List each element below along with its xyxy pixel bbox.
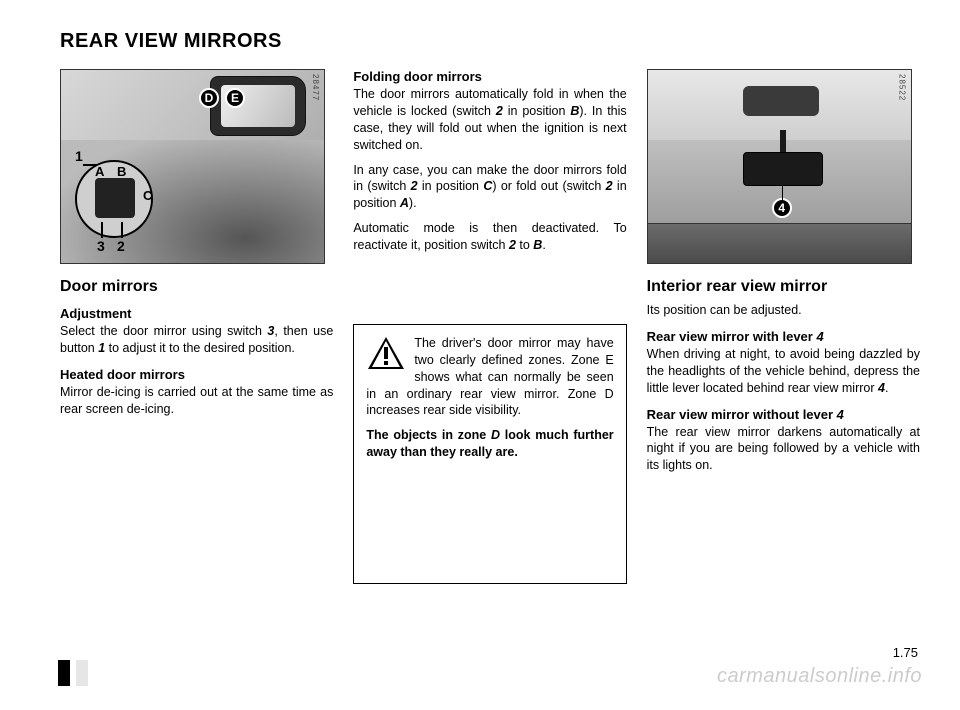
text: ) or fold out (switch bbox=[492, 179, 605, 193]
dashboard-shape bbox=[648, 223, 911, 263]
para-folding-1: The door mirrors automatically fold in w… bbox=[353, 86, 626, 154]
leader-line bbox=[782, 186, 784, 200]
ref-2: 2 bbox=[411, 179, 418, 193]
ref-2: 2 bbox=[496, 104, 503, 118]
leader-line bbox=[121, 222, 123, 238]
leader-line bbox=[101, 222, 103, 238]
callout-A: A bbox=[95, 164, 104, 179]
text: to adjust it to the desired position. bbox=[105, 341, 295, 355]
text: Rear view mirror without lever bbox=[647, 407, 837, 422]
para-folding-2: In any case, you can make the door mirro… bbox=[353, 162, 626, 213]
warning-box: The driver's door mirror may have two cl… bbox=[353, 324, 626, 584]
column-right: 28522 4 Interior rear view mirror Its po… bbox=[647, 69, 920, 584]
footer-mark-dark bbox=[58, 660, 70, 686]
text: in position bbox=[418, 179, 484, 193]
callout-3: 3 bbox=[97, 238, 105, 254]
heading-door-mirrors: Door mirrors bbox=[60, 278, 333, 296]
mirror-stem bbox=[780, 130, 786, 154]
subheading-with-lever: Rear view mirror with lever 4 bbox=[647, 329, 920, 344]
para-folding-3: Automatic mode is then deactivated. To r… bbox=[353, 220, 626, 254]
figure1-id: 28477 bbox=[311, 74, 320, 101]
overhead-console bbox=[743, 86, 819, 116]
text: . bbox=[542, 238, 545, 252]
ref-4: 4 bbox=[837, 407, 844, 422]
ref-D: D bbox=[491, 428, 500, 442]
switch-pad bbox=[95, 178, 135, 218]
text: . bbox=[885, 381, 888, 395]
figure-door-mirror: 28477 D E 1 A B C 3 2 bbox=[60, 69, 325, 264]
callout-C: C bbox=[143, 188, 152, 203]
badge-D: D bbox=[199, 88, 219, 108]
figure-interior-mirror: 28522 4 bbox=[647, 69, 912, 264]
interior-mirror-shape bbox=[743, 152, 823, 186]
footer-mark-light bbox=[76, 660, 88, 686]
warning-icon bbox=[366, 335, 406, 373]
ref-E: E bbox=[605, 353, 613, 367]
para-adjustment: Select the door mirror using switch 3, t… bbox=[60, 323, 333, 357]
watermark: carmanualsonline.info bbox=[717, 665, 922, 688]
para-heated: Mirror de-icing is carried out at the sa… bbox=[60, 384, 333, 418]
mirror-shape bbox=[210, 76, 306, 136]
text: Automatic mode is then deactivated. To r… bbox=[353, 221, 626, 252]
para-with-lever: When driving at night, to avoid being da… bbox=[647, 346, 920, 397]
ref-A: A bbox=[400, 196, 409, 210]
para-position: Its position can be adjusted. bbox=[647, 302, 920, 319]
warn-para-2: The objects in zone D look much further … bbox=[366, 427, 613, 461]
figure2-id: 28522 bbox=[898, 74, 907, 101]
ref-D: D bbox=[605, 387, 614, 401]
manual-page: REAR VIEW MIRRORS 28477 D E 1 A B C 3 2 bbox=[0, 0, 960, 710]
callout-1: 1 bbox=[75, 148, 83, 164]
callout-B: B bbox=[117, 164, 126, 179]
content-columns: 28477 D E 1 A B C 3 2 Door mirrors Adjus… bbox=[60, 69, 920, 584]
column-left: 28477 D E 1 A B C 3 2 Door mirrors Adjus… bbox=[60, 69, 333, 584]
badge-4: 4 bbox=[772, 198, 792, 218]
callout-2: 2 bbox=[117, 238, 125, 254]
text: The driver's door mirror may have two cl… bbox=[414, 336, 613, 367]
text: in position bbox=[503, 104, 571, 118]
para-without-lever: The rear view mirror darkens automatical… bbox=[647, 424, 920, 475]
text: The objects in zone bbox=[366, 428, 491, 442]
text: to bbox=[516, 238, 533, 252]
ref-B: B bbox=[533, 238, 542, 252]
ref-B: B bbox=[570, 104, 579, 118]
page-title: REAR VIEW MIRRORS bbox=[60, 30, 920, 53]
text: shows what can normally be seen in an or… bbox=[366, 370, 613, 401]
ref-4: 4 bbox=[816, 329, 823, 344]
heading-interior-mirror: Interior rear view mirror bbox=[647, 278, 920, 296]
text: increases rear side visibility. bbox=[366, 403, 521, 417]
subheading-heated: Heated door mirrors bbox=[60, 367, 333, 382]
ref-2: 2 bbox=[509, 238, 516, 252]
ref-2: 2 bbox=[606, 179, 613, 193]
ref-4: 4 bbox=[878, 381, 885, 395]
subheading-adjustment: Adjustment bbox=[60, 306, 333, 321]
subheading-without-lever: Rear view mirror without lever 4 bbox=[647, 407, 920, 422]
badge-E: E bbox=[225, 88, 245, 108]
page-number: 1.75 bbox=[893, 645, 918, 660]
column-middle: Folding door mirrors The door mirrors au… bbox=[353, 69, 626, 584]
subheading-folding: Folding door mirrors bbox=[353, 69, 626, 84]
text: ). bbox=[409, 196, 417, 210]
ref-C: C bbox=[483, 179, 492, 193]
text: Rear view mirror with lever bbox=[647, 329, 817, 344]
text: Select the door mirror using switch bbox=[60, 324, 267, 338]
